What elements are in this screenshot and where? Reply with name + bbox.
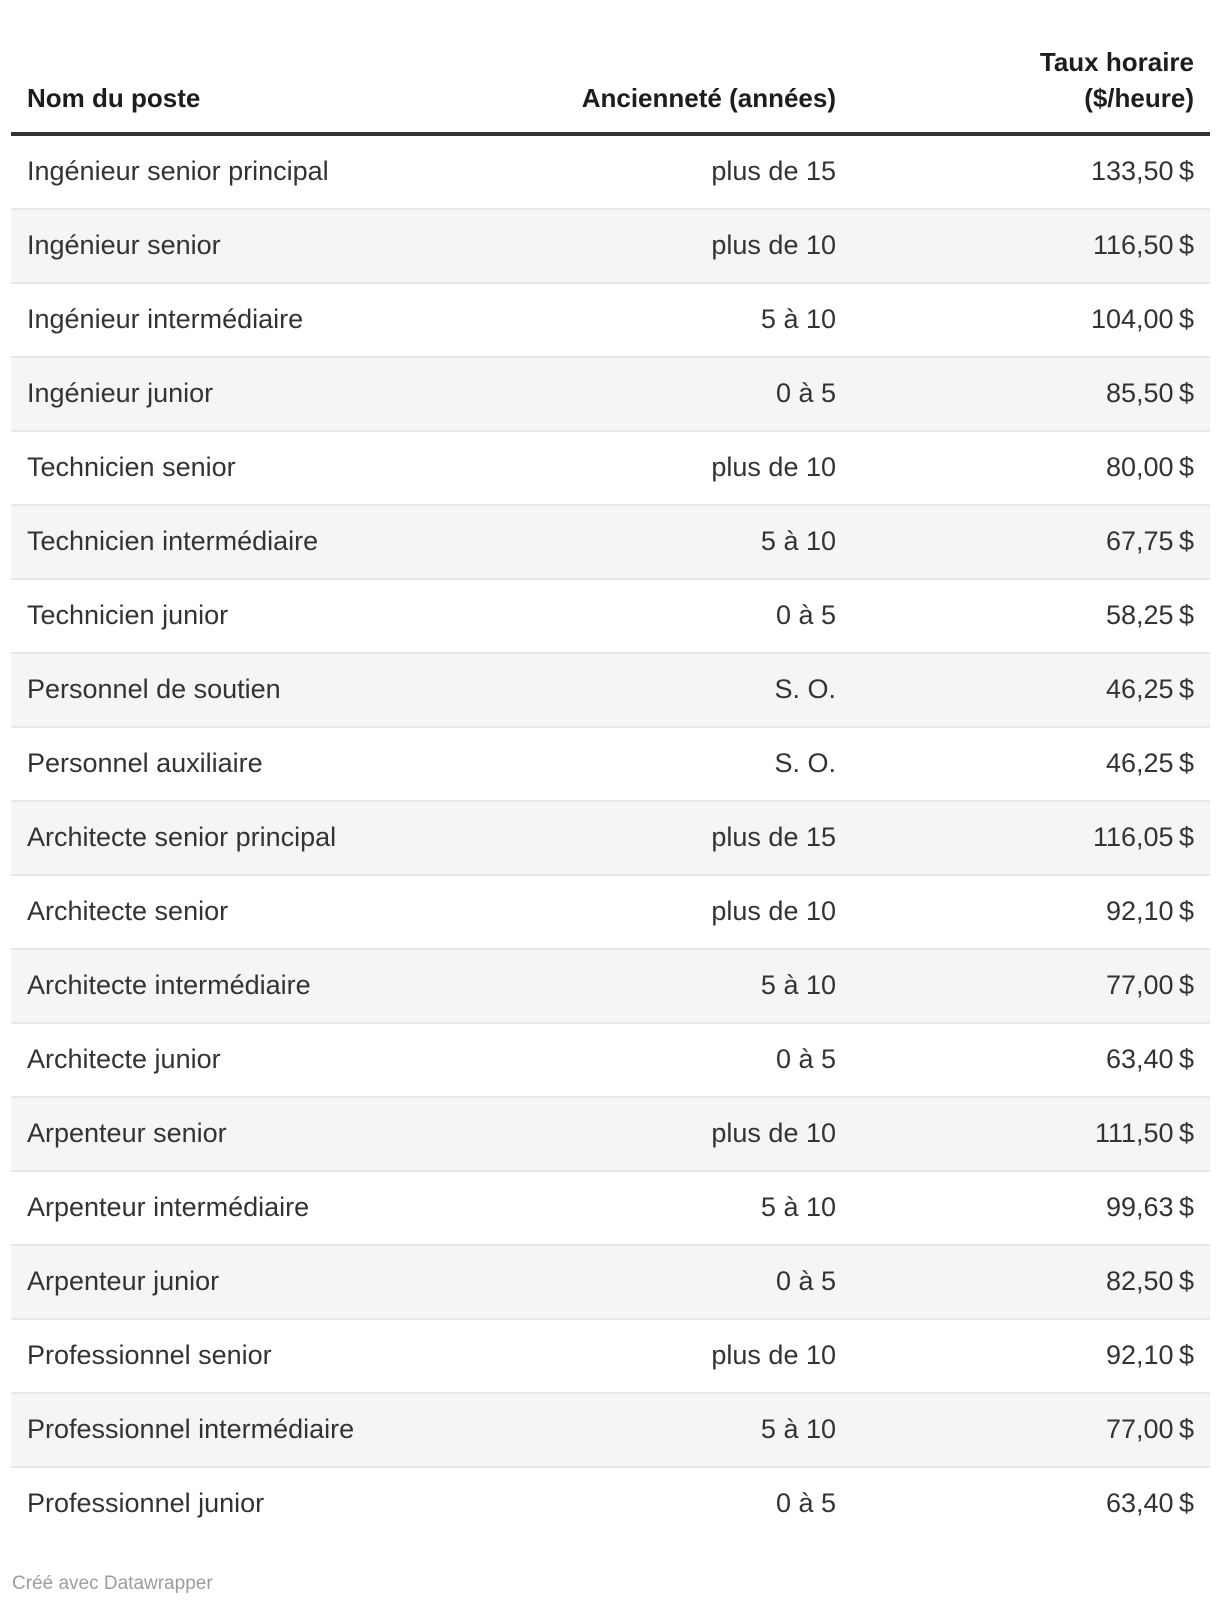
- cell-anciennete: 0 à 5: [775, 600, 836, 630]
- cell-poste: Professionnel intermédiaire: [27, 1414, 355, 1444]
- cell-anciennete: plus de 10: [711, 452, 836, 482]
- cell-taux: 46,25 $: [1106, 674, 1194, 704]
- cell-taux: 99,63 $: [1106, 1192, 1194, 1222]
- cell-anciennete: plus de 10: [711, 896, 836, 926]
- table-header: Nom du poste Ancienneté (années) Taux ho…: [11, 0, 1210, 134]
- cell-taux: 80,00 $: [1106, 452, 1194, 482]
- cell-taux: 116,05 $: [1093, 822, 1194, 852]
- table-row: Technicien senior plus de 10 80,00 $: [11, 431, 1210, 505]
- column-header-poste: Nom du poste: [27, 83, 201, 113]
- cell-taux: 133,50 $: [1090, 156, 1194, 186]
- cell-anciennete: 5 à 10: [760, 304, 836, 334]
- table-row: Architecte senior plus de 10 92,10 $: [11, 875, 1210, 949]
- cell-poste: Personnel auxiliaire: [27, 748, 263, 778]
- cell-taux: 77,00 $: [1106, 970, 1194, 1000]
- table-row: Ingénieur senior plus de 10 116,50 $: [11, 209, 1210, 283]
- cell-poste: Professionnel junior: [27, 1488, 265, 1518]
- cell-anciennete: 0 à 5: [775, 1488, 836, 1518]
- cell-anciennete: 5 à 10: [760, 526, 836, 556]
- cell-taux: 77,00 $: [1106, 1414, 1194, 1444]
- cell-taux: 46,25 $: [1106, 748, 1194, 778]
- column-header-taux: Taux horaire ($/heure): [1039, 47, 1194, 113]
- table-row: Technicien junior 0 à 5 58,25 $: [11, 579, 1210, 653]
- table-row: Arpenteur junior 0 à 5 82,50 $: [11, 1245, 1210, 1319]
- cell-anciennete: plus de 15: [711, 822, 836, 852]
- table-row: Architecte intermédiaire 5 à 10 77,00 $: [11, 949, 1210, 1023]
- table-row: Ingénieur senior principal plus de 15 13…: [11, 134, 1210, 209]
- cell-anciennete: plus de 10: [711, 1118, 836, 1148]
- cell-anciennete: 5 à 10: [760, 1192, 836, 1222]
- cell-poste: Ingénieur senior principal: [27, 156, 329, 186]
- cell-taux: 82,50 $: [1106, 1266, 1194, 1296]
- cell-taux: 63,40 $: [1106, 1044, 1194, 1074]
- credit-line: Créé avec Datawrapper: [12, 1572, 1220, 1596]
- cell-anciennete: 5 à 10: [760, 970, 836, 1000]
- cell-poste: Professionnel senior: [27, 1340, 272, 1370]
- cell-poste: Personnel de soutien: [27, 674, 281, 704]
- cell-taux: 63,40 $: [1106, 1488, 1194, 1518]
- cell-anciennete: S. O.: [774, 674, 836, 704]
- column-header-anciennete: Ancienneté (années): [581, 83, 836, 113]
- table-header-row: Nom du poste Ancienneté (années) Taux ho…: [11, 0, 1210, 134]
- cell-taux: 67,75 $: [1106, 526, 1194, 556]
- cell-taux: 111,50 $: [1095, 1118, 1194, 1148]
- cell-anciennete: plus de 10: [711, 230, 836, 260]
- table-row: Technicien intermédiaire 5 à 10 67,75 $: [11, 505, 1210, 579]
- cell-anciennete: plus de 10: [711, 1340, 836, 1370]
- cell-poste: Arpenteur intermédiaire: [27, 1192, 310, 1222]
- cell-taux: 116,50 $: [1093, 230, 1194, 260]
- cell-anciennete: plus de 15: [711, 156, 836, 186]
- table-row: Arpenteur intermédiaire 5 à 10 99,63 $: [11, 1171, 1210, 1245]
- table-row: Arpenteur senior plus de 10 111,50 $: [11, 1097, 1210, 1171]
- cell-anciennete: 0 à 5: [775, 1044, 836, 1074]
- cell-anciennete: S. O.: [774, 748, 836, 778]
- table-row: Architecte junior 0 à 5 63,40 $: [11, 1023, 1210, 1097]
- cell-poste: Arpenteur junior: [27, 1266, 220, 1296]
- table-row: Professionnel intermédiaire 5 à 10 77,00…: [11, 1393, 1210, 1467]
- cell-poste: Architecte senior principal: [27, 822, 337, 852]
- cell-taux: 104,00 $: [1090, 304, 1194, 334]
- cell-poste: Architecte intermédiaire: [27, 970, 311, 1000]
- cell-anciennete: 5 à 10: [760, 1414, 836, 1444]
- table-row: Professionnel senior plus de 10 92,10 $: [11, 1319, 1210, 1393]
- cell-poste: Technicien intermédiaire: [27, 526, 319, 556]
- table-row: Personnel auxiliaire S. O. 46,25 $: [11, 727, 1210, 801]
- cell-taux: 85,50 $: [1106, 378, 1194, 408]
- cell-poste: Arpenteur senior: [27, 1118, 227, 1148]
- cell-anciennete: 0 à 5: [775, 1266, 836, 1296]
- table-row: Architecte senior principal plus de 15 1…: [11, 801, 1210, 875]
- cell-poste: Technicien junior: [27, 600, 229, 630]
- cell-poste: Ingénieur junior: [27, 378, 214, 408]
- cell-anciennete: 0 à 5: [775, 378, 836, 408]
- table-body: Ingénieur senior principal plus de 15 13…: [11, 134, 1210, 1540]
- cell-taux: 92,10 $: [1106, 1340, 1194, 1370]
- rates-table: Nom du poste Ancienneté (années) Taux ho…: [11, 0, 1210, 1540]
- cell-poste: Architecte senior: [27, 896, 229, 926]
- table-row: Ingénieur intermédiaire 5 à 10 104,00 $: [11, 283, 1210, 357]
- cell-taux: 58,25 $: [1106, 600, 1194, 630]
- table-row: Ingénieur junior 0 à 5 85,50 $: [11, 357, 1210, 431]
- table-container: Nom du poste Ancienneté (années) Taux ho…: [11, 0, 1210, 1540]
- cell-poste: Architecte junior: [27, 1044, 221, 1074]
- cell-poste: Ingénieur intermédiaire: [27, 304, 304, 334]
- table-row: Personnel de soutien S. O. 46,25 $: [11, 653, 1210, 727]
- cell-taux: 92,10 $: [1106, 896, 1194, 926]
- datawrapper-credit-link[interactable]: Créé avec Datawrapper: [12, 1573, 213, 1594]
- table-row: Professionnel junior 0 à 5 63,40 $: [11, 1467, 1210, 1540]
- cell-poste: Ingénieur senior: [27, 230, 221, 260]
- cell-poste: Technicien senior: [27, 452, 236, 482]
